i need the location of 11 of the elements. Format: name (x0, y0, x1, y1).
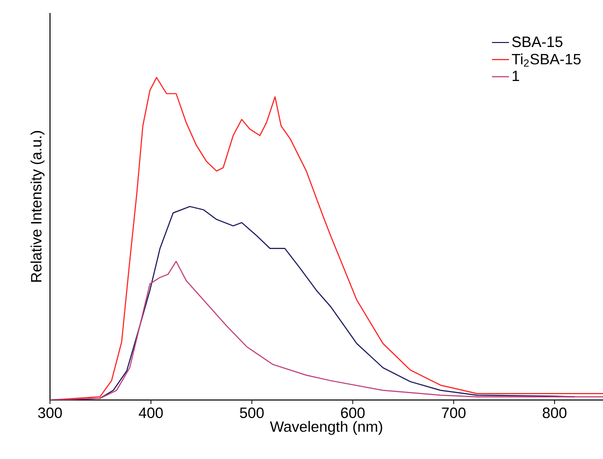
x-tick-label: 700 (442, 408, 466, 418)
legend-label: SBA-15 (512, 36, 562, 48)
legend-label: 1 (512, 70, 520, 82)
x-tick-label: 300 (38, 408, 62, 418)
x-tick-label: 500 (240, 408, 264, 418)
x-tick-label: 600 (341, 408, 365, 418)
legend-label: Ti$_{2}$SBA-15 (512, 53, 581, 67)
x-tick-label: 400 (138, 408, 163, 418)
x-tick-label: 800 (542, 408, 566, 418)
x-axis-title: Wavelength (nm) (270, 420, 382, 435)
y-axis-title: Relative Intensity (a.u.) (30, 131, 44, 282)
